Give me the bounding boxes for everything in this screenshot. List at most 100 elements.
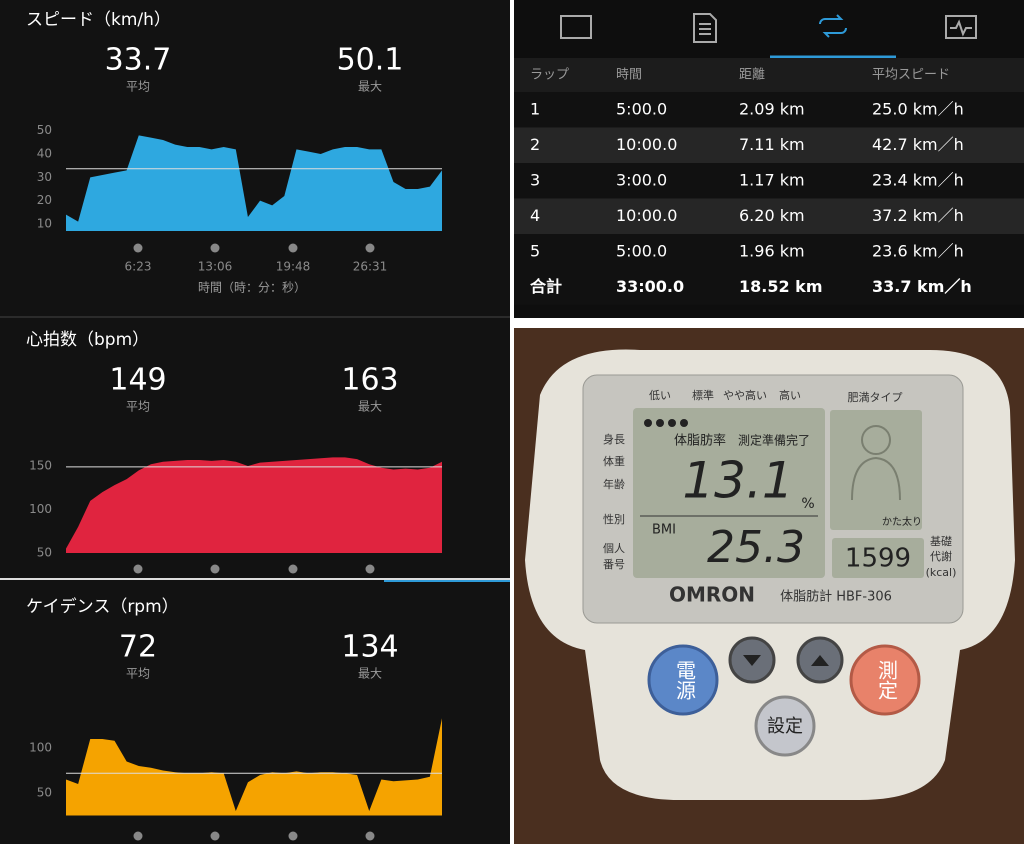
up-icon bbox=[811, 655, 829, 666]
side-label: 個人 bbox=[603, 542, 625, 555]
measure-button[interactable] bbox=[849, 644, 921, 716]
scroll-dot bbox=[210, 564, 220, 574]
bmi: 25.3 bbox=[707, 522, 805, 573]
y-tick-label: 30 bbox=[37, 170, 52, 184]
stat-label: 平均 bbox=[126, 667, 150, 681]
power-label: 電源 bbox=[673, 660, 697, 700]
lcd bbox=[633, 408, 825, 578]
table-row bbox=[514, 127, 1024, 163]
cell: 42.7 km／h bbox=[872, 135, 964, 154]
lcd-metabolism bbox=[832, 538, 924, 578]
panel-title: 心拍数（bpm） bbox=[26, 330, 149, 350]
cell: 1.17 km bbox=[739, 171, 805, 190]
header-row bbox=[514, 58, 1024, 92]
y-tick-label: 100 bbox=[29, 741, 52, 755]
y-tick-label: 50 bbox=[37, 786, 52, 800]
body-silhouette bbox=[851, 425, 901, 501]
cell: 7.11 km bbox=[739, 135, 805, 154]
power-button[interactable] bbox=[647, 644, 719, 716]
table-row bbox=[514, 198, 1024, 234]
total-cell: 合計 bbox=[530, 277, 562, 296]
total-cell: 18.52 km bbox=[739, 277, 823, 296]
divider bbox=[510, 0, 514, 844]
stat-label: 平均 bbox=[126, 80, 150, 94]
cell: 23.4 km／h bbox=[872, 171, 964, 190]
measure-label: 測定 bbox=[875, 660, 899, 700]
side-label: 性別 bbox=[603, 512, 625, 526]
stat-value: 134 bbox=[341, 630, 398, 665]
scale-label: やや高い bbox=[723, 388, 767, 402]
x-tick-label: 6:23 bbox=[125, 260, 152, 274]
cell: 2 bbox=[530, 135, 540, 154]
lcd-type bbox=[830, 410, 922, 530]
column-header: ラップ bbox=[530, 68, 569, 83]
stat-value: 50.1 bbox=[337, 43, 404, 78]
set-button[interactable] bbox=[754, 695, 816, 757]
scroll-dot bbox=[288, 564, 298, 574]
tab-metrics-icon bbox=[950, 19, 972, 37]
stat-value: 149 bbox=[109, 363, 166, 398]
scroll-dot bbox=[133, 831, 143, 841]
stat-label: 最大 bbox=[358, 667, 382, 681]
tab-laps[interactable] bbox=[819, 14, 847, 38]
stat-label: 最大 bbox=[358, 400, 382, 414]
lcd-status: 測定準備完了 bbox=[738, 433, 810, 448]
photo: 低い 標準 やや高い 高い 肥満タイプ 身長 体重 年齢 性別 個人 番号 体脂… bbox=[514, 318, 1024, 844]
y-tick-label: 50 bbox=[37, 546, 52, 560]
brand: OMRON bbox=[669, 583, 755, 607]
x-tick-label: 19:48 bbox=[276, 260, 311, 274]
scroll-dot bbox=[365, 831, 375, 841]
cell: 5:00.0 bbox=[616, 100, 667, 119]
y-tick-label: 40 bbox=[37, 147, 52, 161]
area bbox=[66, 457, 442, 553]
area bbox=[66, 718, 442, 816]
x-tick-label: 13:06 bbox=[198, 260, 233, 274]
body-type: かた太り bbox=[882, 515, 922, 528]
scale-label: 高い bbox=[779, 388, 801, 402]
y-tick-label: 20 bbox=[37, 193, 52, 207]
cell: 37.2 km／h bbox=[872, 206, 964, 225]
cell: 3 bbox=[530, 171, 540, 190]
percent: % bbox=[801, 496, 814, 512]
stat-value: 33.7 bbox=[105, 43, 172, 78]
lcd-title: 体脂肪率 bbox=[674, 433, 726, 449]
panel-title: ケイデンス（rpm） bbox=[26, 596, 179, 617]
scroll-dot bbox=[210, 243, 220, 253]
stat-label: 最大 bbox=[358, 80, 382, 94]
scroll-dot bbox=[365, 243, 375, 253]
set-label: 設定 bbox=[767, 716, 803, 737]
stat-value: 163 bbox=[341, 363, 398, 398]
tab-metrics[interactable] bbox=[945, 15, 977, 39]
panel-title: スピード（km/h） bbox=[26, 10, 171, 30]
cell: 6.20 km bbox=[739, 206, 805, 225]
tab-chart[interactable] bbox=[560, 15, 592, 39]
metabolism-label: 代謝 bbox=[930, 549, 952, 563]
area bbox=[66, 135, 442, 231]
column-header: 距離 bbox=[739, 68, 765, 83]
total-row bbox=[514, 269, 1024, 305]
cell: 23.6 km／h bbox=[872, 242, 964, 261]
bmi-label: BMI bbox=[652, 523, 676, 538]
column-header: 平均スピード bbox=[872, 68, 950, 83]
total-cell: 33.7 km／h bbox=[872, 277, 972, 296]
body-fat: 13.1 bbox=[682, 452, 793, 510]
tab-detail[interactable] bbox=[693, 13, 717, 43]
y-tick-label: 10 bbox=[37, 217, 52, 231]
scroll-dot bbox=[288, 831, 298, 841]
cell: 5 bbox=[530, 242, 540, 261]
table-row bbox=[514, 92, 1024, 128]
y-tick-label: 150 bbox=[29, 459, 52, 473]
tab-bar bbox=[560, 13, 977, 43]
cell: 1 bbox=[530, 100, 540, 119]
side-label: 体重 bbox=[603, 454, 625, 468]
side-label: 身長 bbox=[603, 432, 625, 446]
table-row bbox=[514, 234, 1024, 270]
x-tick-label: 26:31 bbox=[353, 260, 388, 274]
scroll-dot bbox=[133, 564, 143, 574]
cell: 5:00.0 bbox=[616, 242, 667, 261]
divider bbox=[514, 318, 1024, 328]
y-tick-label: 50 bbox=[37, 123, 52, 137]
y-tick-label: 100 bbox=[29, 502, 52, 516]
stat-label: 平均 bbox=[126, 400, 150, 414]
